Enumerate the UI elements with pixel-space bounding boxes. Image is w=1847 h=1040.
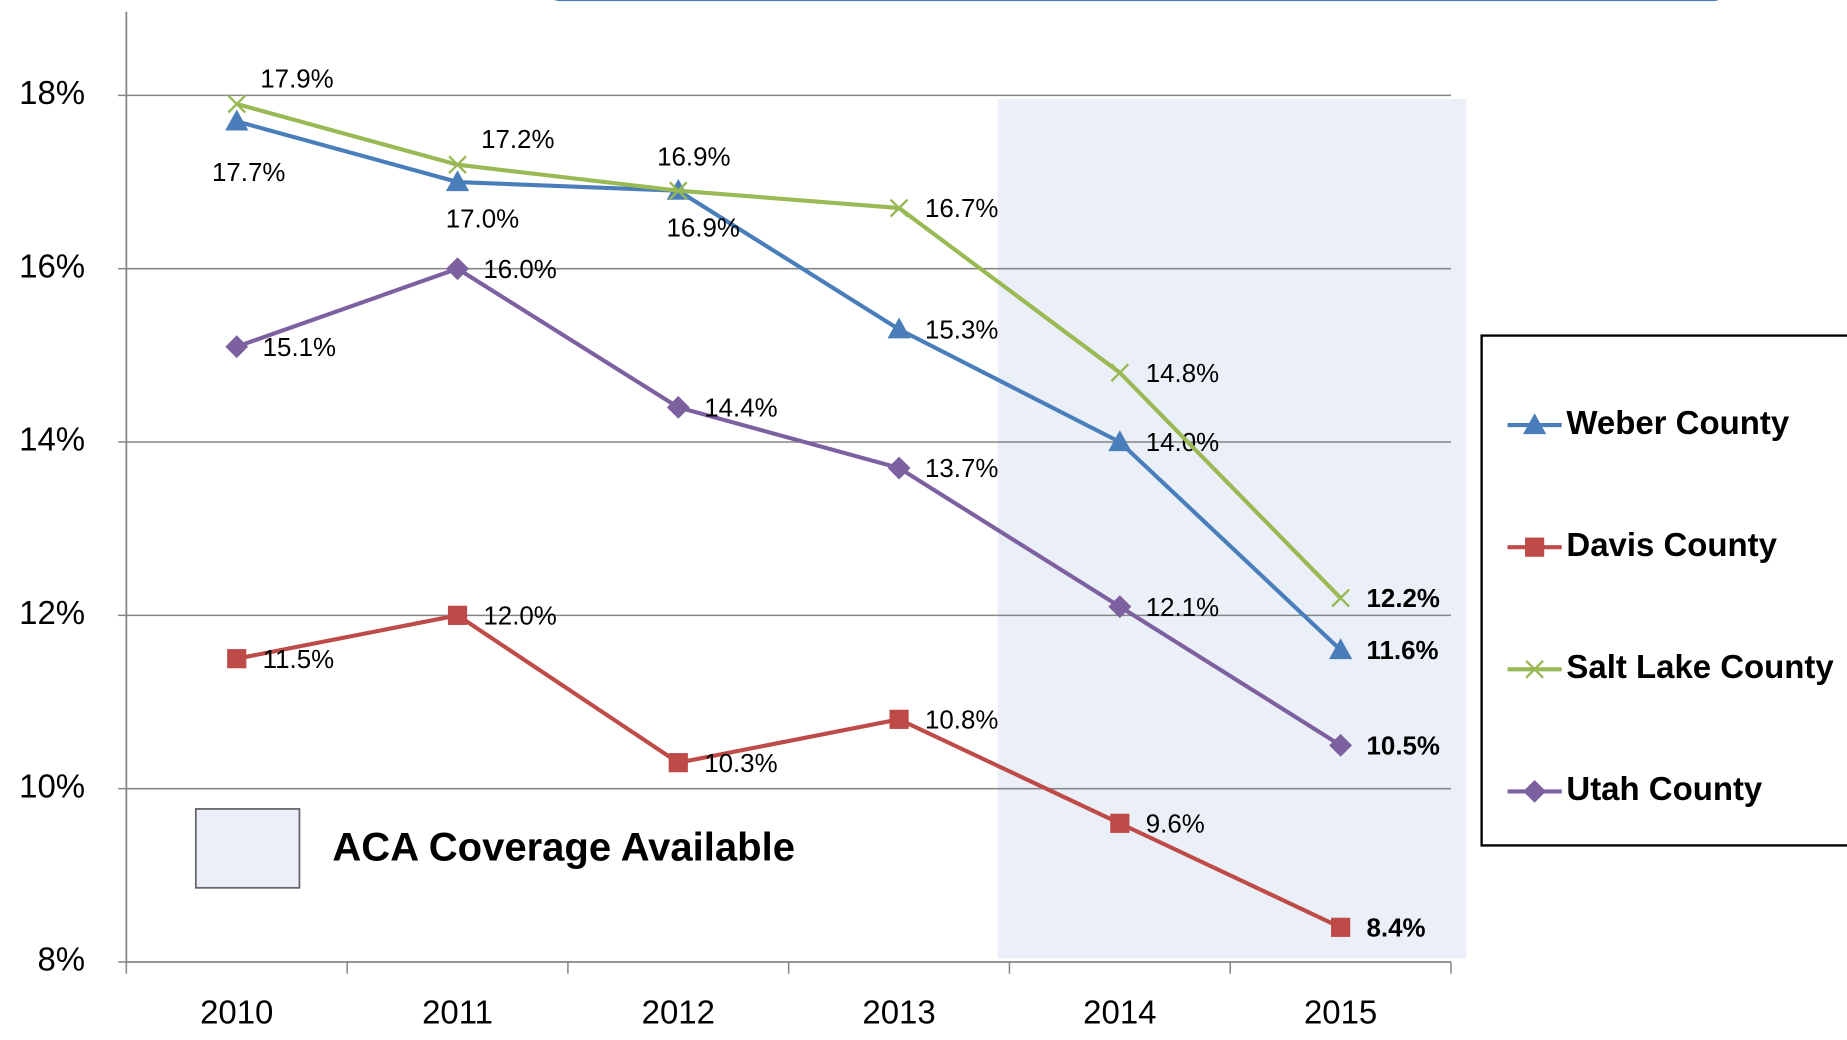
legend-label: Davis County (1566, 526, 1777, 563)
data-label: 12.0% (483, 603, 556, 631)
marker (1329, 638, 1353, 660)
x-tick-label: 2010 (200, 994, 273, 1031)
data-label: 10.3% (704, 750, 777, 778)
data-label: 16.9% (657, 144, 730, 172)
data-label: 8.4% (1367, 915, 1426, 943)
data-label: 17.0% (446, 206, 519, 234)
series-line (236, 119, 1343, 652)
marker (1110, 813, 1130, 833)
series-line (236, 102, 1343, 600)
marker (225, 335, 249, 359)
data-label: 16.0% (483, 256, 556, 284)
data-label: 12.1% (1146, 594, 1219, 622)
legend-label: Salt Lake County (1566, 648, 1834, 685)
y-tick-label: 16% (19, 247, 85, 284)
data-label: 14.4% (704, 395, 777, 423)
legend-box (1480, 334, 1847, 847)
marker (1523, 779, 1547, 803)
marker (1110, 363, 1130, 383)
marker (887, 456, 911, 480)
data-label: 12.2% (1367, 585, 1440, 613)
y-tick-label: 14% (19, 421, 85, 458)
marker (887, 317, 911, 339)
data-label: 14.0% (1146, 429, 1219, 457)
data-label: 15.1% (263, 334, 336, 362)
marker (666, 395, 690, 419)
marker (889, 198, 909, 218)
data-label: 16.9% (667, 214, 740, 242)
data-label: 10.5% (1367, 733, 1440, 761)
marker (447, 605, 468, 625)
marker (227, 94, 247, 114)
data-label: 14.8% (1146, 360, 1219, 388)
marker (1525, 537, 1545, 557)
marker (225, 109, 249, 131)
data-label: 11.5% (263, 646, 335, 674)
x-tick-label: 2015 (1304, 994, 1377, 1031)
marker (889, 709, 909, 729)
y-tick-label: 10% (19, 767, 85, 804)
data-label: 15.3% (925, 317, 998, 345)
data-label: 9.6% (1146, 811, 1205, 839)
x-tick-label: 2013 (862, 994, 935, 1031)
data-label: 13.7% (925, 455, 998, 483)
marker (446, 257, 469, 281)
marker (668, 753, 688, 773)
marker (1331, 917, 1351, 937)
series-line (236, 613, 1342, 930)
marker (668, 181, 688, 201)
marker (1108, 430, 1132, 452)
y-tick-label: 18% (19, 74, 85, 111)
marker (1525, 659, 1544, 679)
y-tick-label: 8% (37, 941, 85, 978)
marker (1108, 595, 1132, 619)
x-tick-label: 2011 (422, 994, 493, 1031)
data-label: 10.8% (925, 707, 998, 735)
x-tick-label: 2012 (642, 994, 715, 1031)
data-label: 17.9% (260, 65, 333, 93)
marker (1329, 733, 1353, 757)
legend-label: Utah County (1566, 770, 1763, 807)
series-line (236, 266, 1342, 748)
marker (227, 649, 247, 669)
y-tick-label: 12% (19, 594, 85, 631)
marker (448, 155, 467, 175)
data-label: 17.2% (481, 126, 554, 154)
x-tick-label: 2014 (1083, 994, 1156, 1031)
data-label: 17.7% (212, 159, 285, 187)
marker (1523, 413, 1547, 435)
marker (445, 170, 470, 192)
marker (1331, 588, 1350, 608)
aca-shaded-region (997, 98, 1467, 959)
data-label: 11.6% (1367, 637, 1439, 665)
legend-label: Weber County (1566, 404, 1789, 441)
annotation: ACA Coverage Available (332, 826, 795, 870)
annotation-swatch (194, 808, 301, 889)
data-label: 16.7% (925, 195, 998, 223)
